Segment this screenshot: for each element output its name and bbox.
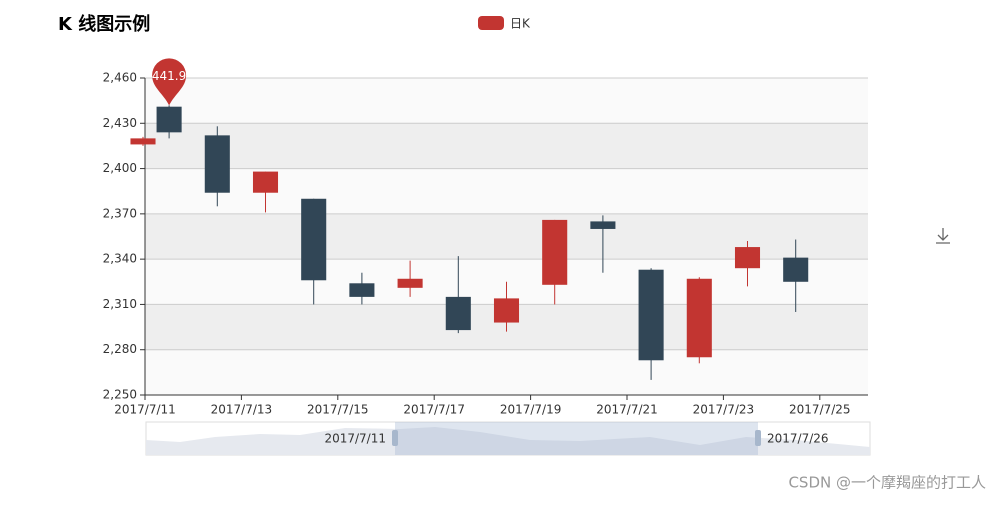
y-tick-label: 2,250 <box>103 388 137 402</box>
grid-band <box>145 78 868 124</box>
candle-body <box>638 269 664 361</box>
x-tick-label: 2017/7/11 <box>114 403 176 417</box>
candle-body <box>445 296 471 331</box>
download-glyph[interactable] <box>936 228 950 244</box>
x-tick-label: 2017/7/15 <box>307 403 369 417</box>
zoom-handle[interactable] <box>755 430 761 446</box>
candle-body <box>252 171 279 193</box>
mark-point-label: 441.9 <box>152 69 186 83</box>
y-tick-label: 2,460 <box>103 71 137 85</box>
zoom-start-label: 2017/7/11 <box>324 432 386 446</box>
watermark: CSDN @一个摩羯座的打工人 <box>788 474 986 492</box>
mark-point <box>152 58 187 106</box>
y-tick-label: 2,340 <box>103 252 137 266</box>
zoom-handle[interactable] <box>392 430 398 446</box>
candle-body <box>734 247 761 269</box>
x-tick-label: 2017/7/23 <box>693 403 755 417</box>
legend-swatch[interactable] <box>478 16 504 30</box>
zoom-preview <box>146 427 870 455</box>
grid-band <box>145 349 868 395</box>
x-tick-label: 2017/7/19 <box>500 403 562 417</box>
y-tick-label: 2,400 <box>103 161 137 175</box>
y-tick-label: 2,280 <box>103 342 137 356</box>
candle-body <box>493 298 520 323</box>
y-tick-label: 2,430 <box>103 116 137 130</box>
candle-body <box>130 138 156 145</box>
x-tick-label: 2017/7/17 <box>403 403 465 417</box>
candle-body <box>686 278 712 358</box>
candle-body <box>397 278 423 288</box>
candle-body <box>542 219 568 285</box>
y-tick-label: 2,370 <box>103 206 137 220</box>
candle-body <box>156 106 182 133</box>
zoom-end-label: 2017/7/26 <box>767 432 829 446</box>
grid-band <box>145 123 868 169</box>
candle-body <box>590 221 616 229</box>
zoom-window[interactable] <box>395 422 758 455</box>
candle-body <box>301 198 327 281</box>
candle-body <box>204 135 230 193</box>
download-icon[interactable] <box>936 228 950 244</box>
candle-body <box>783 257 809 282</box>
legend-label[interactable]: 日K <box>510 17 531 31</box>
x-tick-label: 2017/7/21 <box>596 403 658 417</box>
chart-title: K 线图示例 <box>58 13 150 35</box>
x-tick-label: 2017/7/25 <box>789 403 851 417</box>
data-zoom[interactable]: 2017/7/11 2017/7/26 <box>145 421 871 456</box>
y-tick-label: 2,310 <box>103 297 137 311</box>
x-tick-label: 2017/7/13 <box>211 403 273 417</box>
candle-body <box>349 283 375 297</box>
